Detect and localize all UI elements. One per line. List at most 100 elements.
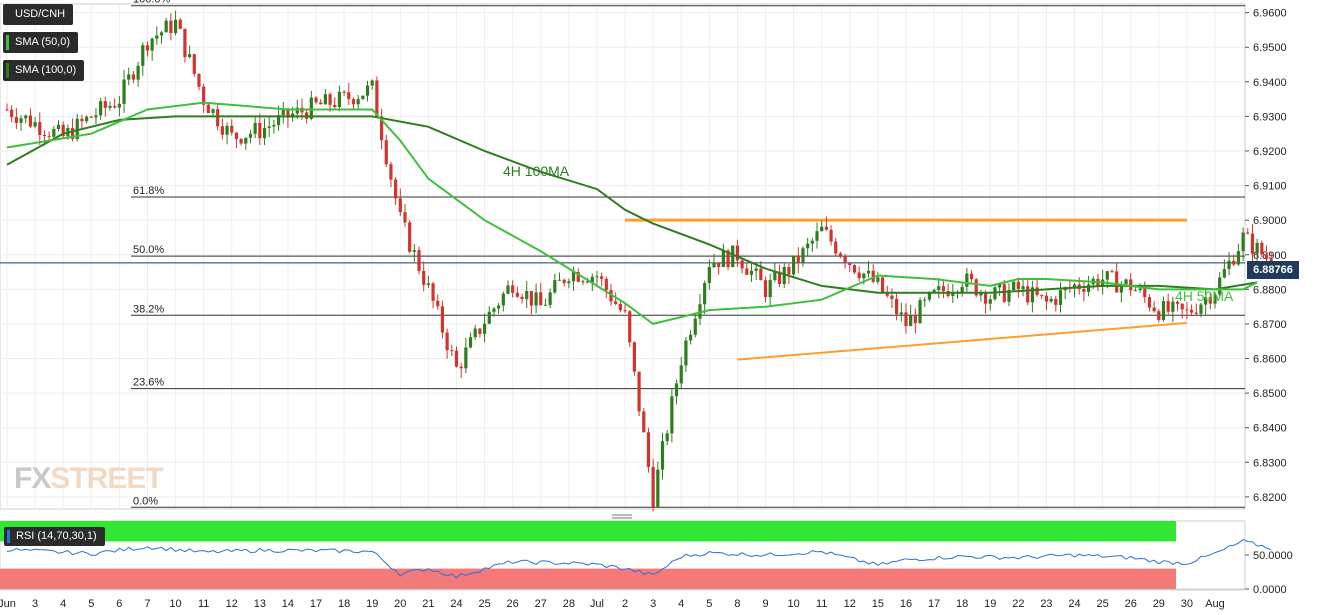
candle-body [571, 271, 576, 282]
candle-body [852, 265, 857, 273]
candle-body [103, 101, 107, 108]
candle-body [590, 276, 594, 283]
x-tick-label: 26 [507, 598, 519, 610]
candle-body [365, 85, 370, 96]
candle-body [436, 300, 440, 307]
candle-body [417, 250, 421, 271]
y-tick-label: 6.8300 [1253, 457, 1287, 469]
x-tick-label: 21 [422, 598, 434, 610]
sma50-legend[interactable]: SMA (50,0) [3, 32, 79, 53]
candle-body [356, 99, 360, 105]
rsi-overbought-zone [0, 521, 1176, 542]
candle-body [1124, 279, 1128, 285]
candle-body [188, 54, 192, 58]
x-tick-label: 13 [254, 598, 266, 610]
rsi-tick-label: 50.0000 [1253, 550, 1293, 562]
candle-body [1241, 232, 1245, 252]
candle-body [782, 267, 786, 284]
candle-body [234, 132, 239, 139]
candle-body [389, 164, 393, 180]
candle-body [333, 104, 337, 107]
candle-body [61, 124, 65, 137]
candle-body [890, 295, 894, 299]
candle-body [721, 250, 725, 267]
symbol-text: USD/CNH [15, 8, 66, 20]
x-tick-label: 10 [787, 598, 799, 610]
candle-body [1157, 311, 1161, 320]
candle-body [127, 74, 131, 80]
candle-body [749, 270, 754, 275]
candle-body [10, 109, 14, 118]
candle-body [642, 411, 646, 433]
candle-body [56, 124, 61, 129]
candle-body [80, 118, 84, 122]
sma100-legend[interactable]: SMA (100,0) [3, 60, 85, 81]
sma100-legend-label: SMA (100,0) [15, 64, 77, 76]
symbol-label[interactable]: USD/CNH [3, 4, 74, 25]
x-tick-label: 5 [88, 598, 94, 610]
candle-body [426, 283, 430, 285]
candle-body [1086, 284, 1091, 292]
candle-body [909, 315, 913, 327]
candle-body [122, 79, 126, 104]
x-tick-label: 19 [984, 598, 996, 610]
candle-body [347, 92, 351, 100]
rsi-line [6, 539, 1272, 579]
candle-body [918, 300, 922, 324]
candle-body [272, 125, 276, 127]
candle-body [136, 65, 140, 80]
candle-body [248, 133, 253, 138]
x-tick-label: 10 [169, 598, 181, 610]
candle-body [267, 126, 271, 128]
x-tick-label: 29 [1153, 598, 1165, 610]
candle-body [14, 117, 18, 123]
candle-body [763, 280, 768, 298]
candle-body [28, 115, 33, 127]
candle-body [464, 347, 468, 369]
y-tick-label: 6.9000 [1253, 215, 1287, 227]
rsi-legend[interactable]: RSI (14,70,30,1) [4, 527, 105, 546]
candle-body [717, 262, 721, 267]
candle-body [960, 286, 964, 293]
x-tick-label: 24 [450, 598, 462, 610]
candle-body [834, 241, 838, 254]
candle-body [216, 109, 220, 127]
candle-body [904, 312, 908, 327]
candle-body [473, 328, 477, 338]
candle-body [351, 99, 356, 105]
y-tick-label: 6.9400 [1253, 77, 1287, 89]
candle-body [276, 115, 281, 126]
candle-body [838, 253, 843, 257]
x-tick-label: 4 [60, 598, 66, 610]
y-tick-label: 6.9600 [1253, 8, 1287, 20]
candle-body [1204, 297, 1208, 305]
candle-body [801, 248, 805, 264]
x-tick-label: 23 [1040, 598, 1052, 610]
candle-body [33, 122, 37, 127]
candle-body [604, 278, 608, 291]
candle-body [141, 45, 145, 66]
candle-body [923, 299, 927, 301]
candle-body [1147, 297, 1152, 308]
candle-body [600, 276, 604, 279]
x-tick-label: 3 [32, 598, 38, 610]
candle-body [1222, 269, 1226, 278]
candle-body [1250, 233, 1255, 254]
fib-label: 61.8% [133, 185, 164, 197]
candle-body [974, 279, 978, 296]
candle-body [328, 94, 332, 105]
candle-body [1194, 312, 1198, 314]
candle-body [534, 292, 538, 306]
ma50-annotation: 4H 50MA [1175, 288, 1234, 304]
candle-body [394, 179, 398, 199]
candle-body [286, 108, 290, 118]
candle-body [113, 105, 117, 108]
candle-body [38, 122, 42, 135]
candle-body [1026, 286, 1030, 303]
candle-body [220, 126, 224, 135]
candle-body [445, 332, 449, 351]
candle-body [529, 291, 534, 306]
candle-body [567, 281, 571, 284]
x-tick-label: 8 [734, 598, 740, 610]
